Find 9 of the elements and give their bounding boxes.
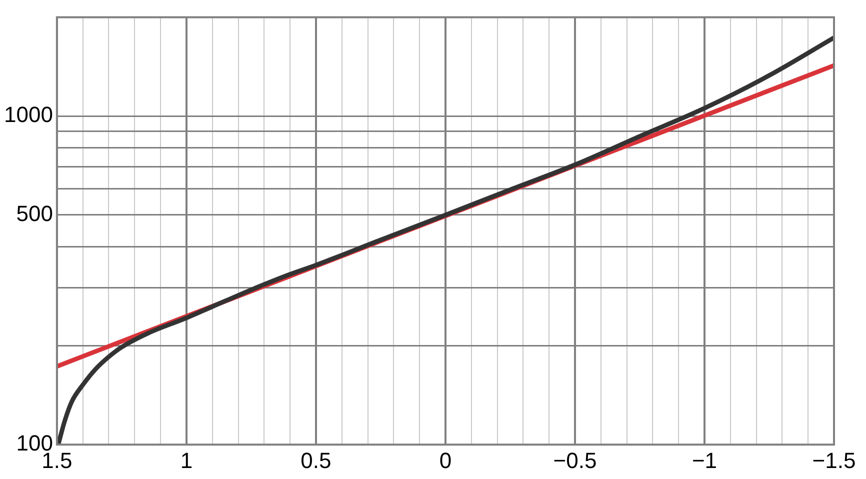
x-tick-label: −1 <box>692 448 718 473</box>
x-tick-label: 1 <box>180 448 193 473</box>
y-tick-label: 500 <box>16 201 53 226</box>
line-series <box>56 35 834 445</box>
x-tick-label: 0 <box>439 448 452 473</box>
x-tick-label: 0.5 <box>300 448 332 473</box>
x-tick-label: −1.5 <box>812 448 856 473</box>
x-tick-label: −0.5 <box>553 448 597 473</box>
y-tick-label: 1000 <box>4 102 53 128</box>
